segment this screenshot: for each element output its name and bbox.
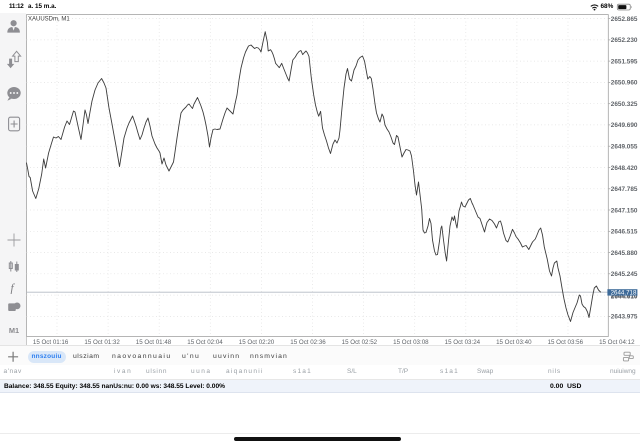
svg-text:2649.055: 2649.055	[611, 144, 638, 151]
svg-text:15 Oct 02:20: 15 Oct 02:20	[239, 339, 275, 346]
svg-text:15 Oct 03:08: 15 Oct 03:08	[393, 339, 429, 346]
svg-text:2649.690: 2649.690	[611, 122, 638, 129]
svg-text:15 Oct 04:12: 15 Oct 04:12	[599, 339, 635, 346]
svg-text:2646.515: 2646.515	[611, 229, 638, 236]
svg-text:2644.718: 2644.718	[611, 289, 637, 296]
svg-text:15 Oct 02:52: 15 Oct 02:52	[342, 339, 378, 346]
svg-text:2645.245: 2645.245	[611, 271, 638, 278]
svg-text:2650.960: 2650.960	[611, 80, 638, 87]
svg-text:2643.975: 2643.975	[611, 314, 638, 321]
svg-text:15 Oct 02:04: 15 Oct 02:04	[187, 339, 223, 346]
svg-text:f: f	[11, 283, 16, 295]
svg-text:XAUUSDm, M1: XAUUSDm, M1	[28, 16, 70, 22]
svg-text:2648.420: 2648.420	[611, 165, 638, 172]
svg-text:2644.610: 2644.610	[611, 292, 638, 299]
svg-text:15 Oct 01:48: 15 Oct 01:48	[136, 339, 172, 346]
svg-text:2652.865: 2652.865	[611, 16, 638, 23]
svg-text:15 Oct 01:32: 15 Oct 01:32	[84, 339, 120, 346]
svg-text:M1: M1	[9, 326, 19, 335]
svg-text:2651.595: 2651.595	[611, 58, 638, 65]
svg-text:15 Oct 02:36: 15 Oct 02:36	[290, 339, 326, 346]
svg-text:15 Oct 03:40: 15 Oct 03:40	[496, 339, 532, 346]
svg-text:2647.785: 2647.785	[611, 186, 638, 193]
svg-text:2645.880: 2645.880	[611, 250, 638, 257]
svg-text:2647.150: 2647.150	[611, 207, 638, 214]
svg-text:2652.230: 2652.230	[611, 37, 638, 44]
svg-text:2644.610: 2644.610	[611, 294, 638, 301]
svg-text:15 Oct 03:56: 15 Oct 03:56	[548, 339, 584, 346]
svg-text:15 Oct 03:24: 15 Oct 03:24	[445, 339, 481, 346]
svg-text:2650.325: 2650.325	[611, 101, 638, 108]
svg-text:15 Oct 01:16: 15 Oct 01:16	[33, 339, 69, 346]
